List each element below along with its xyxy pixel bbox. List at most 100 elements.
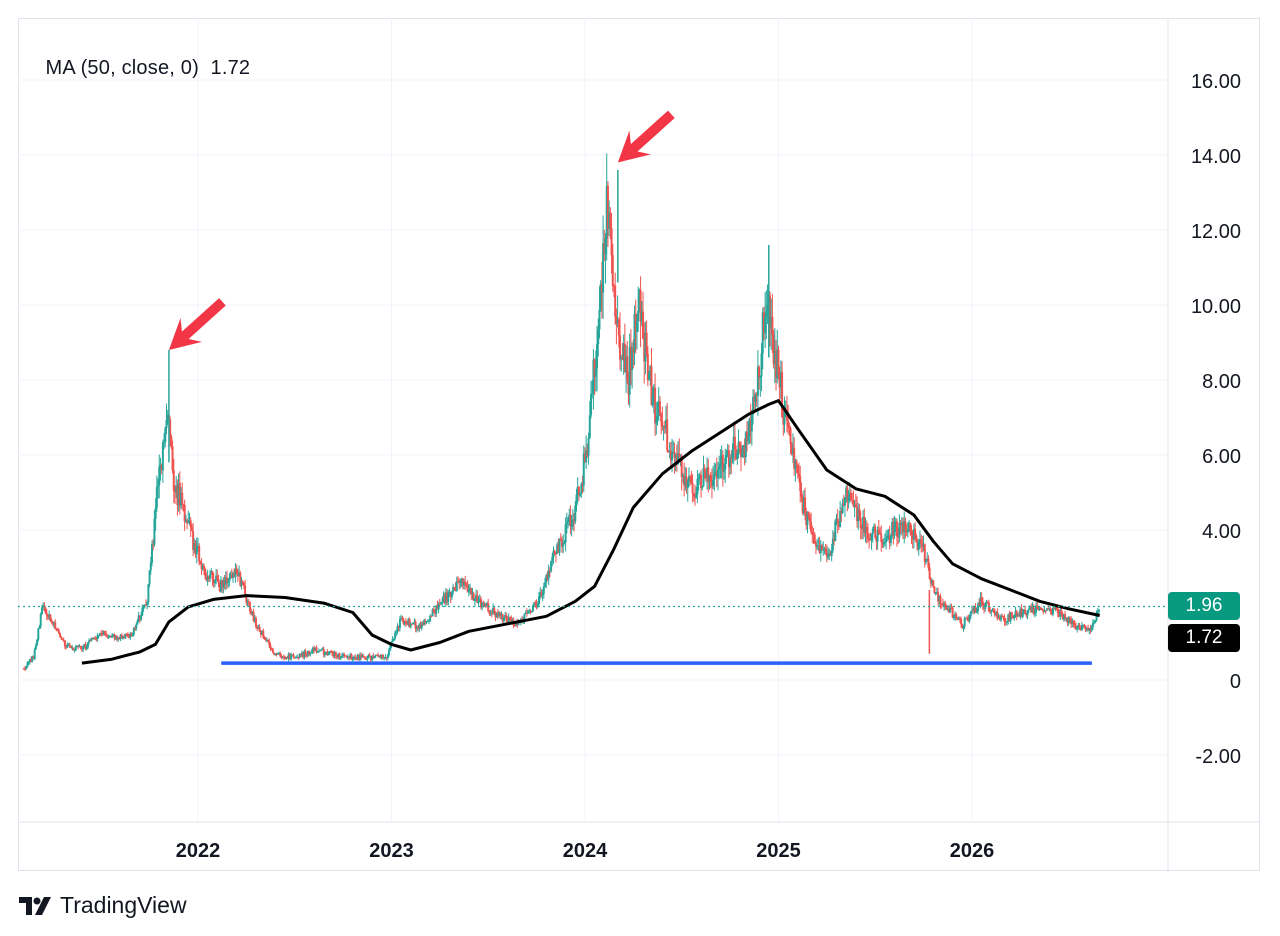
candle-body [603, 243, 606, 255]
candle-body [939, 596, 942, 604]
candle-body [1001, 616, 1004, 618]
candle-body [190, 527, 193, 532]
candle-body [776, 349, 779, 379]
candle-body [407, 619, 410, 624]
candle-body [153, 519, 156, 545]
candle-body [856, 507, 859, 522]
candle-body [731, 449, 734, 459]
candle-body [626, 356, 629, 380]
y-tick-label: 6.00 [1202, 446, 1241, 468]
candle-body [542, 586, 545, 594]
candle-body [192, 531, 195, 550]
candle-body [903, 521, 906, 533]
candle-body [860, 528, 863, 530]
candle-body [615, 316, 618, 325]
candle-body [825, 551, 828, 558]
candle-body [317, 651, 320, 653]
candle-body [469, 587, 472, 590]
candle-body [742, 445, 745, 454]
candle-body [482, 603, 485, 605]
candle-body [125, 633, 128, 635]
candle-body [547, 570, 550, 579]
candle-body [334, 651, 337, 657]
candle-body [188, 520, 191, 522]
candle-body [695, 494, 698, 498]
candle-body [977, 603, 980, 612]
candle-body [619, 335, 622, 360]
candle-body [494, 611, 497, 617]
candle-body [713, 474, 716, 480]
candle-body [201, 565, 204, 570]
candle-body [674, 454, 677, 459]
candle-body [102, 631, 105, 635]
candle-body [761, 312, 764, 354]
candle-body [1009, 612, 1012, 621]
candle-body [1079, 627, 1082, 631]
candle-body [574, 505, 577, 522]
candle-body [614, 285, 617, 317]
candle-body [877, 529, 880, 533]
candle-body [662, 426, 665, 428]
candle-body [577, 486, 580, 496]
candle-body [493, 607, 496, 612]
candle-body [686, 481, 689, 489]
candle-body [663, 426, 666, 429]
candle-body [203, 565, 206, 569]
candle-body [880, 534, 883, 542]
candle-body [24, 668, 27, 670]
candle-body [872, 526, 875, 529]
candle-body [909, 522, 912, 532]
candle-body [417, 627, 420, 629]
candle-body [558, 538, 561, 553]
candle-body [600, 283, 603, 293]
candle-body [934, 592, 937, 594]
candle-body [576, 486, 579, 495]
candle-body [570, 525, 573, 527]
candle-body [98, 633, 101, 635]
candle-body [490, 612, 493, 614]
candle-body [818, 545, 821, 554]
candle-body [205, 576, 208, 580]
candle-body [150, 544, 153, 563]
candle-body [1003, 617, 1006, 622]
candle-body [1019, 608, 1022, 616]
candle-body [113, 634, 116, 639]
candle-body [760, 353, 763, 377]
candle-body [331, 651, 334, 654]
candle-body [616, 319, 619, 325]
candle-body [250, 611, 253, 615]
candle-body [586, 450, 589, 456]
candle-body [115, 635, 118, 640]
candle-body [22, 668, 25, 670]
candle-body [401, 618, 404, 620]
candle-body [730, 458, 733, 460]
candle-body [74, 646, 77, 651]
candle-body [282, 656, 285, 659]
candle-body [1088, 628, 1091, 631]
candle-body [149, 562, 152, 571]
candle-body [403, 621, 406, 624]
candle-body [505, 615, 508, 621]
candle-body [236, 573, 239, 577]
candle-body [671, 453, 674, 461]
candle-body [669, 451, 672, 461]
candle-body [922, 544, 925, 547]
candle-body [31, 656, 34, 662]
candle-body [766, 305, 769, 313]
candle-body [181, 492, 184, 505]
candle-body [473, 598, 476, 601]
candle-body [753, 396, 756, 402]
candle-body [265, 639, 268, 641]
candle-body [86, 642, 89, 648]
candle-body [680, 455, 683, 478]
candle-body [724, 457, 727, 470]
candle-body [975, 611, 978, 613]
candle-body [1026, 610, 1029, 616]
brand[interactable]: TradingView [18, 892, 187, 919]
candle-body [124, 633, 127, 638]
candle-body [72, 647, 75, 651]
candle-body [488, 611, 491, 614]
indicator-legend[interactable]: MA (50, close, 0) 1.72 [34, 34, 251, 80]
candle-body [593, 359, 596, 377]
